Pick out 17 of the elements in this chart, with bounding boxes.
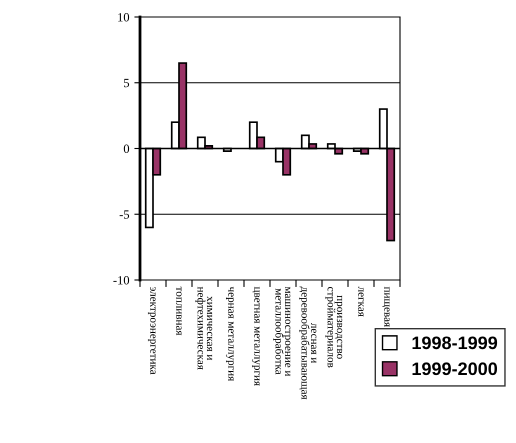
- legend-label: 1999-2000: [412, 362, 498, 376]
- y-tick-label: 5: [124, 78, 130, 88]
- x-tick-label: черная металлургия: [226, 286, 234, 382]
- legend-label: 1998-1999: [412, 336, 498, 350]
- x-tick-label: лесная и деревообрабатывающая: [299, 286, 316, 400]
- x-tick-label: машиностроение и металлообработка: [273, 286, 290, 376]
- y-tick-label: -10: [113, 276, 130, 284]
- x-tick-label: производство стройматериалов: [325, 287, 342, 368]
- y-tick-label: 0: [124, 144, 130, 153]
- x-tick-label: топливная: [176, 286, 182, 336]
- x-tick-label: цветная металлургия: [252, 286, 260, 386]
- x-tick-label: электроэнергетика: [148, 286, 156, 374]
- x-tick-label: пищевая: [382, 286, 390, 327]
- y-tick-label: -5: [120, 210, 130, 219]
- x-tick-label: легкая: [358, 286, 364, 317]
- x-tick-label: химическая и нефтехимическая: [195, 286, 212, 370]
- y-tick-label: 10: [118, 13, 130, 22]
